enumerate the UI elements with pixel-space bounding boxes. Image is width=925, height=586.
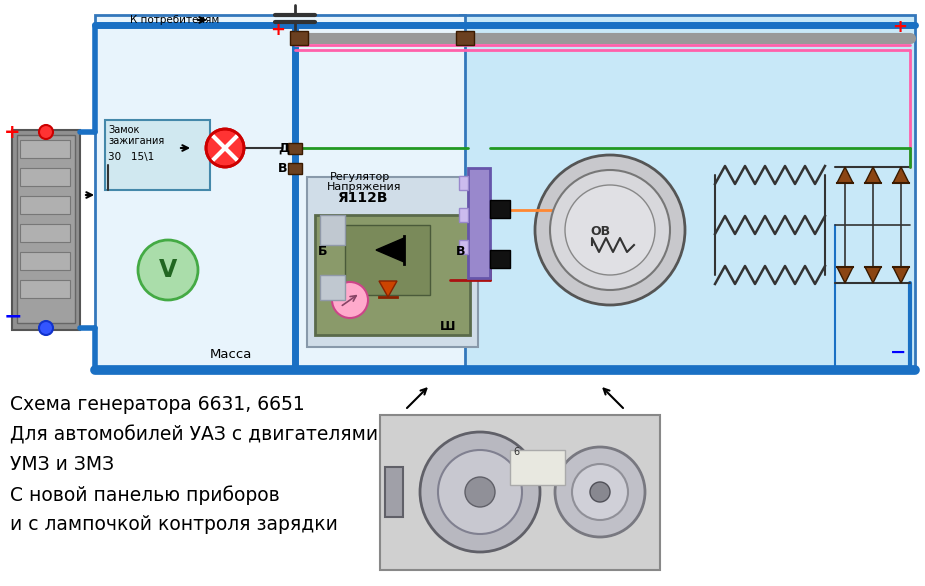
Bar: [17, 135, 75, 323]
Text: Масса: Масса: [210, 348, 253, 361]
Text: Ш: Ш: [440, 320, 455, 333]
Text: В: В: [456, 245, 465, 258]
Bar: [385, 467, 403, 517]
Text: −: −: [4, 306, 22, 326]
Text: +: +: [4, 123, 20, 142]
Bar: [490, 200, 510, 218]
Polygon shape: [837, 267, 853, 283]
Text: Регулятор: Регулятор: [330, 172, 390, 182]
Text: С новой панелью приборов: С новой панелью приборов: [10, 485, 279, 505]
Text: Замок: Замок: [108, 125, 140, 135]
Bar: [456, 31, 474, 45]
Circle shape: [332, 282, 368, 318]
Text: Напряжения: Напряжения: [327, 182, 401, 192]
Bar: [290, 31, 308, 45]
Text: УМЗ и ЗМЗ: УМЗ и ЗМЗ: [10, 455, 114, 474]
Polygon shape: [379, 281, 397, 297]
Bar: [12, 130, 80, 330]
Text: Я112В: Я112В: [337, 191, 388, 205]
Bar: [95, 15, 465, 370]
Circle shape: [555, 447, 645, 537]
Circle shape: [590, 482, 610, 502]
Bar: [459, 176, 468, 190]
Circle shape: [138, 240, 198, 300]
Circle shape: [39, 321, 53, 335]
Text: Б: Б: [318, 245, 327, 258]
Bar: [380, 415, 660, 570]
Polygon shape: [376, 238, 404, 262]
Bar: [510, 450, 565, 485]
Text: и с лампочкой контроля зарядки: и с лампочкой контроля зарядки: [10, 515, 338, 534]
Bar: [20, 196, 70, 214]
Bar: [320, 215, 345, 245]
Text: зажигания: зажигания: [108, 136, 165, 146]
Text: Д: Д: [278, 142, 290, 155]
Bar: [315, 215, 470, 335]
Text: V: V: [159, 258, 177, 282]
Polygon shape: [865, 267, 881, 283]
Bar: [490, 250, 510, 268]
Circle shape: [465, 477, 495, 507]
Text: 6: 6: [513, 447, 519, 457]
Circle shape: [206, 129, 244, 167]
Bar: [459, 240, 468, 254]
Bar: [288, 143, 302, 154]
Bar: [105, 120, 210, 190]
Bar: [20, 224, 70, 242]
Text: −: −: [890, 343, 906, 362]
Bar: [20, 140, 70, 158]
Text: ОВ: ОВ: [590, 225, 610, 238]
Text: +: +: [270, 21, 285, 39]
Bar: [345, 225, 430, 295]
Bar: [20, 168, 70, 186]
Text: Для автомобилей УАЗ с двигателями: Для автомобилей УАЗ с двигателями: [10, 425, 378, 444]
Polygon shape: [893, 167, 909, 183]
Polygon shape: [865, 167, 881, 183]
Bar: [288, 163, 302, 174]
Bar: [468, 168, 490, 278]
Bar: [20, 280, 70, 298]
Polygon shape: [893, 267, 909, 283]
Circle shape: [535, 155, 685, 305]
Bar: [459, 208, 468, 222]
Text: +: +: [892, 18, 907, 36]
Circle shape: [550, 170, 670, 290]
Polygon shape: [837, 167, 853, 183]
Text: К потребителям: К потребителям: [130, 15, 219, 25]
Circle shape: [565, 185, 655, 275]
Bar: [20, 252, 70, 270]
Circle shape: [420, 432, 540, 552]
Text: Схема генератора 6631, 6651: Схема генератора 6631, 6651: [10, 395, 304, 414]
Bar: [320, 275, 345, 300]
Bar: [460, 15, 915, 370]
Text: В: В: [278, 162, 288, 175]
Bar: [307, 177, 478, 347]
Circle shape: [438, 450, 522, 534]
Circle shape: [572, 464, 628, 520]
Circle shape: [39, 125, 53, 139]
Text: 30   15\1: 30 15\1: [108, 152, 154, 162]
